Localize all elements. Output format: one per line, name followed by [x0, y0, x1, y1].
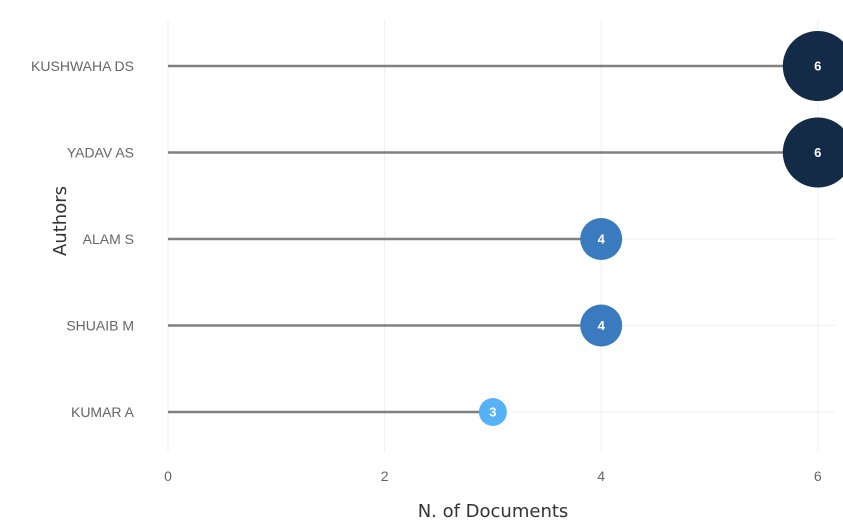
x-tick-label-2: 4 — [597, 468, 605, 484]
x-tick-label-1: 2 — [381, 468, 389, 484]
x-tick-label-3: 6 — [814, 468, 822, 484]
y-tick-label-1: YADAV AS — [67, 145, 134, 161]
bubble-layer: 6 6 4 4 3 — [478, 31, 843, 426]
data-label-3: 4 — [598, 318, 606, 333]
y-tick-label-2: ALAM S — [83, 231, 134, 247]
data-label-0: 6 — [814, 59, 821, 74]
x-axis-title: N. of Documents — [418, 501, 569, 522]
data-label-2: 4 — [598, 232, 606, 247]
x-axis-tick-labels: 0 2 4 6 — [164, 468, 822, 484]
grid-layer — [167, 20, 835, 452]
data-point-1 — [782, 117, 843, 188]
x-tick-label-0: 0 — [164, 468, 172, 484]
data-label-1: 6 — [814, 145, 821, 160]
y-tick-label-4: KUMAR A — [71, 404, 135, 420]
y-tick-label-3: SHUAIB M — [66, 318, 134, 334]
data-point-2 — [580, 218, 623, 260]
data-point-3 — [580, 304, 623, 347]
data-point-0 — [782, 31, 843, 101]
data-point-4 — [478, 398, 507, 426]
stem-layer — [168, 64, 818, 414]
y-tick-label-0: KUSHWAHA DS — [31, 58, 134, 74]
y-axis-title: Authors — [50, 186, 71, 256]
data-label-4: 3 — [489, 405, 496, 420]
y-axis-tick-labels: KUSHWAHA DS YADAV AS ALAM S SHUAIB M KUMAR A — [31, 58, 135, 420]
